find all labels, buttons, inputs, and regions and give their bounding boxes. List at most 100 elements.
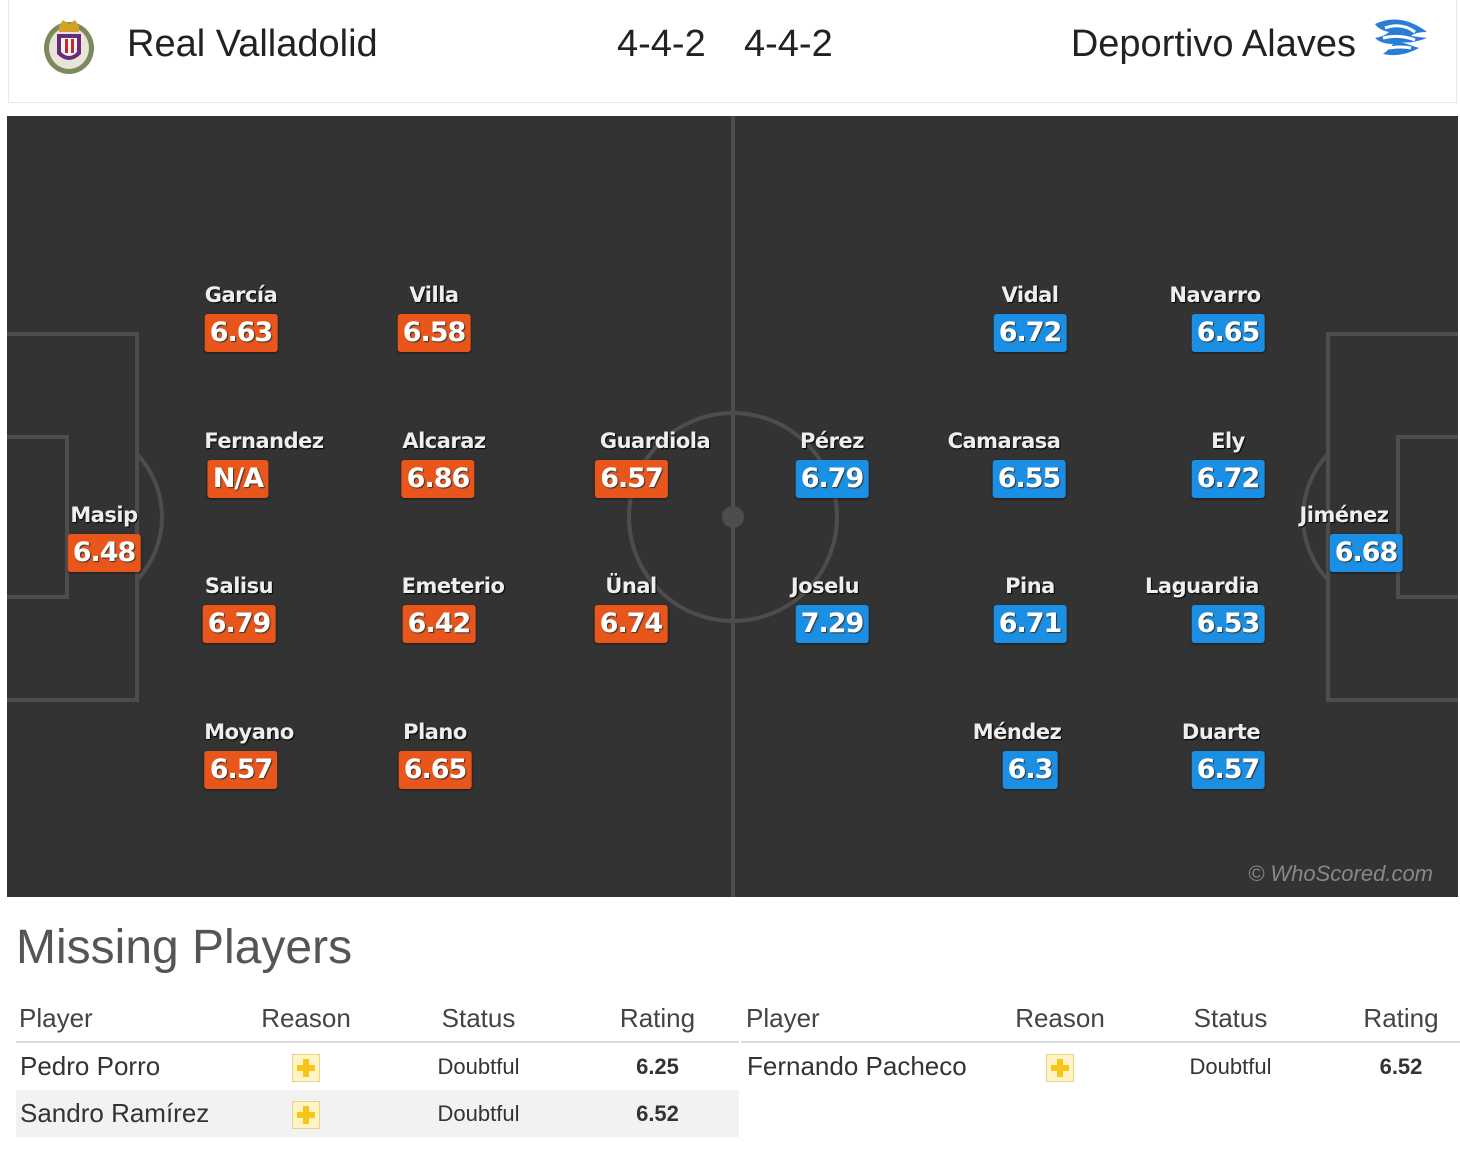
away-player[interactable]: Camarasa 6.55 [943,428,1066,498]
player-name: Pérez [800,429,864,453]
player-rating: N/A [207,460,269,498]
player-name: Camarasa [947,429,1061,453]
player-rating: 6.63 [204,314,278,352]
player-name: Salisu [204,574,274,598]
player-name: Navarro [1169,283,1261,307]
player-rating: 6.86 [401,460,475,498]
player-name: Méndez [972,720,1062,744]
player-name: Ünal [605,574,657,598]
away-player[interactable]: Pina 6.71 [993,573,1067,643]
home-player[interactable]: Masip 6.48 [67,502,141,572]
player-name: Moyano [204,720,294,744]
player-rating: 6.72 [1191,460,1265,498]
player-rating: 6.58 [397,314,471,352]
player-rating: 6.48 [67,534,141,572]
player-name: Plano [403,720,467,744]
player-rating: 6.57 [1191,751,1265,789]
injury-icon [1046,1054,1074,1083]
player-rating: 6.3 [1002,751,1058,789]
col-header-status[interactable]: Status [381,995,576,1043]
missing-status: Doubtful [1189,1053,1272,1079]
missing-rating: 6.52 [576,1090,739,1137]
away-player[interactable]: Joselu 7.29 [782,573,869,643]
away-formation: 4-4-2 [744,23,833,65]
col-header-reason[interactable]: Reason [1001,995,1119,1043]
home-player[interactable]: Guardiola 6.57 [595,428,711,498]
home-missing-table: Player Reason Status Rating Pedro Porro … [16,995,739,1137]
player-rating: 6.71 [993,605,1067,643]
player-rating: 6.53 [1191,605,1265,643]
away-player[interactable]: Duarte 6.57 [1178,719,1265,789]
col-header-player[interactable]: Player [741,995,1001,1043]
player-name: Emeterio [401,574,505,598]
home-player[interactable]: Villa 6.58 [397,282,471,352]
away-player[interactable]: Méndez 6.3 [973,719,1062,789]
injury-icon [292,1101,320,1130]
home-formation: 4-4-2 [617,23,706,65]
home-player[interactable]: Plano 6.65 [398,719,472,789]
injury-icon [292,1054,320,1083]
table-row: Fernando Pacheco Doubtful 6.52 [741,1042,1460,1090]
table-row: Pedro Porro Doubtful 6.25 [16,1042,739,1090]
pitch: García 6.63 Villa 6.58 Fernandez N/A Alc… [7,116,1458,897]
away-missing-table: Player Reason Status Rating Fernando Pac… [741,995,1460,1090]
player-rating: 6.79 [795,460,869,498]
player-name: Vidal [1001,283,1059,307]
player-rating: 6.65 [1191,314,1265,352]
player-rating: 6.55 [992,460,1066,498]
col-header-player[interactable]: Player [16,995,231,1043]
table-row: Sandro Ramírez Doubtful 6.52 [16,1090,739,1137]
player-rating: 7.29 [795,605,869,643]
whoscored-watermark: © WhoScored.com [1248,861,1433,886]
player-rating: 6.57 [595,460,668,498]
home-player[interactable]: Moyano 6.57 [204,719,294,789]
col-header-rating[interactable]: Rating [1342,995,1460,1043]
missing-status: Doubtful [381,1090,576,1137]
player-name: Joselu [790,574,860,598]
away-player[interactable]: Ely 6.72 [1191,428,1265,498]
player-name: Masip [70,503,138,527]
deportivo-alaves-crest-icon [1375,19,1427,56]
player-name: Pina [1005,574,1055,598]
pitch-lines [7,116,1458,897]
player-name: Laguardia [1145,574,1259,598]
player-rating: 6.79 [202,605,276,643]
missing-players-title: Missing Players [16,921,353,974]
player-name: Guardiola [599,429,711,453]
away-player[interactable]: Navarro 6.65 [1166,282,1265,352]
away-player[interactable]: Pérez 6.79 [795,428,869,498]
away-team-name[interactable]: Deportivo Alaves [1070,23,1356,65]
col-header-rating[interactable]: Rating [576,995,739,1043]
away-player[interactable]: Jiménez 6.68 [1286,502,1403,572]
away-player[interactable]: Laguardia 6.53 [1140,573,1265,643]
home-player[interactable]: Salisu 6.79 [202,573,276,643]
home-team-name[interactable]: Real Valladolid [127,23,378,65]
home-player[interactable]: Fernandez N/A [204,428,324,498]
home-player[interactable]: Alcaraz 6.86 [401,428,486,498]
missing-player-name[interactable]: Fernando Pacheco [747,1051,967,1081]
player-name: Ely [1211,429,1245,453]
player-name: Fernandez [204,429,324,453]
col-header-reason[interactable]: Reason [231,995,381,1043]
missing-player-name[interactable]: Pedro Porro [20,1051,161,1081]
player-rating: 6.42 [402,605,476,643]
player-rating: 6.65 [398,751,472,789]
real-valladolid-crest-icon [44,20,94,74]
col-header-status[interactable]: Status [1119,995,1342,1043]
home-player[interactable]: Ünal 6.74 [594,573,668,643]
match-header: Real Valladolid 4-4-2 4-4-2 Deportivo Al… [8,0,1457,103]
player-name: Villa [409,283,459,307]
player-name: Jiménez [1299,503,1389,527]
missing-status: Doubtful [437,1053,520,1079]
player-name: Duarte [1181,720,1261,744]
home-player[interactable]: García 6.63 [204,282,278,352]
home-player[interactable]: Emeterio 6.42 [402,573,505,643]
player-rating: 6.57 [204,751,278,789]
missing-rating: 6.25 [636,1053,679,1079]
missing-player-name[interactable]: Sandro Ramírez [16,1090,231,1137]
player-rating: 6.68 [1329,534,1403,572]
missing-rating: 6.52 [1379,1053,1423,1079]
player-rating: 6.74 [594,605,668,643]
player-rating: 6.72 [993,314,1067,352]
away-player[interactable]: Vidal 6.72 [993,282,1067,352]
